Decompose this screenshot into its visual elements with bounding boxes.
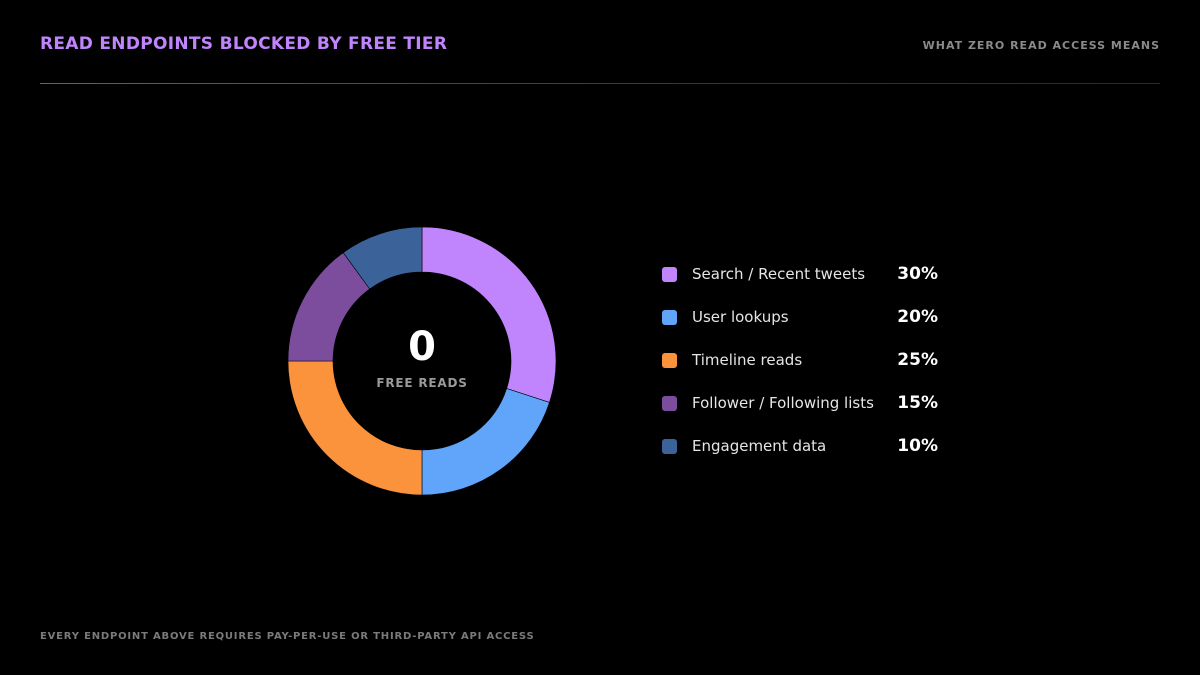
center-label: FREE READS [376, 376, 468, 390]
legend-swatch [662, 353, 677, 368]
legend-value: 15% [897, 393, 938, 413]
center-value: 0 [408, 324, 436, 370]
footer-note: EVERY ENDPOINT ABOVE REQUIRES PAY-PER-US… [40, 631, 535, 642]
legend-value: 30% [897, 264, 938, 284]
donut-svg [287, 226, 557, 496]
legend-label: Timeline reads [692, 351, 803, 369]
legend: Search / Recent tweets 30% User lookups … [662, 264, 962, 479]
legend-value: 25% [897, 350, 938, 370]
donut-chart: 0 FREE READS [287, 226, 557, 496]
legend-value: 10% [897, 436, 938, 456]
page-title: READ ENDPOINTS BLOCKED BY FREE TIER [40, 34, 448, 54]
legend-value: 20% [897, 307, 938, 327]
legend-item: Search / Recent tweets 30% [662, 264, 962, 307]
legend-item: Timeline reads 25% [662, 350, 962, 393]
page-subtitle: WHAT ZERO READ ACCESS MEANS [922, 39, 1160, 52]
legend-label: Engagement data [692, 437, 827, 455]
legend-item: Follower / Following lists 15% [662, 393, 962, 436]
legend-label: Follower / Following lists [692, 394, 874, 412]
legend-swatch [662, 439, 677, 454]
donut-slice [342, 226, 423, 290]
legend-item: User lookups 20% [662, 307, 962, 350]
legend-swatch [662, 396, 677, 411]
legend-swatch [662, 267, 677, 282]
donut-slice [421, 388, 550, 496]
donut-slice [421, 226, 557, 403]
legend-label: User lookups [692, 308, 789, 326]
header-divider [40, 83, 1160, 84]
legend-swatch [662, 310, 677, 325]
legend-item: Engagement data 10% [662, 436, 962, 479]
legend-label: Search / Recent tweets [692, 265, 866, 283]
